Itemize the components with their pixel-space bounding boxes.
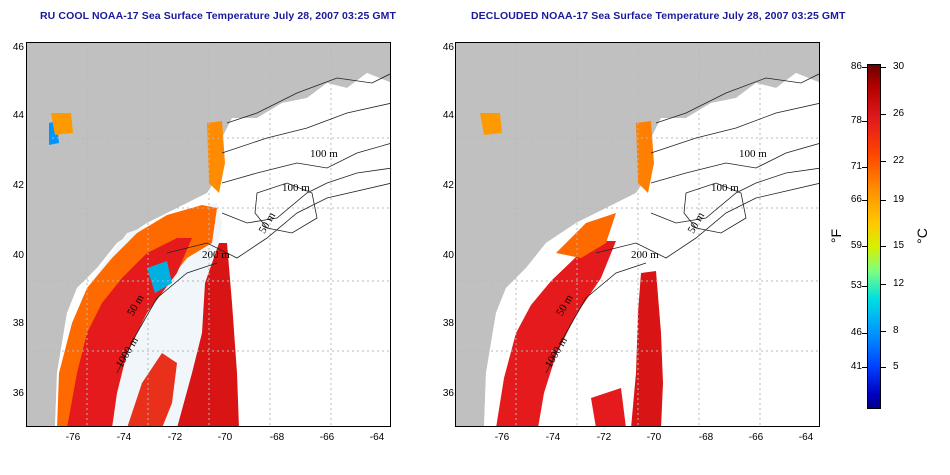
land-island	[716, 48, 796, 73]
lat-label-38-left: 38	[12, 318, 24, 329]
sst-offshore-hot	[127, 353, 177, 426]
lat-label-42-left: 42	[12, 180, 24, 191]
colorbar-unit-fahrenheit: °F	[828, 228, 845, 244]
lat-label-46-left: 46	[12, 42, 24, 53]
lat-label-40-left: 40	[12, 250, 24, 261]
sst-warm-spot	[51, 113, 73, 135]
colorbar-f-53: 53	[850, 280, 862, 291]
lon-label-72-right: -72	[596, 432, 612, 443]
lon-label-64-right: -64	[798, 432, 814, 443]
colorbar-c-19: 19	[893, 194, 905, 205]
colorbar-c-15: 15	[893, 240, 905, 251]
colorbar-f-46: 46	[850, 327, 862, 338]
lon-label-76-right: -76	[494, 432, 510, 443]
contour-label-100m-a: 100 m	[739, 148, 767, 160]
lat-label-36-right: 36	[442, 388, 454, 399]
colorbar-f-41: 41	[850, 361, 862, 372]
colorbar-f-71: 71	[850, 161, 862, 172]
colorbar-c-26: 26	[893, 108, 905, 119]
sst-map-raw: 100 m 100 m 50 m 200 m 50 m 1000 m	[26, 42, 391, 427]
graticule	[27, 43, 390, 426]
lon-label-64-left: -64	[369, 432, 385, 443]
sst-coastal-hot	[496, 241, 616, 426]
contour-label-200m: 200 m	[202, 249, 230, 261]
contour-label-100m-b: 100 m	[282, 182, 310, 194]
sst-coastal-warm	[556, 213, 616, 258]
colorbar-c-8: 8	[893, 325, 899, 336]
sst-coastal-north	[636, 121, 654, 193]
colorbar-unit-celsius: °C	[913, 228, 930, 244]
land-mass	[456, 43, 819, 426]
lon-label-66-left: -66	[319, 432, 335, 443]
lat-label-46-right: 46	[442, 42, 454, 53]
colorbar-f-66: 66	[850, 194, 862, 205]
map-title-left: RU COOL NOAA-17 Sea Surface Temperature …	[40, 10, 397, 22]
lon-label-74-right: -74	[545, 432, 561, 443]
sst-map-declouded-svg: 100 m 100 m 50 m 200 m 50 m 1000 m	[456, 43, 819, 426]
sst-offshore-hot	[591, 388, 626, 426]
temperature-colorbar	[867, 64, 881, 409]
bathymetry-contours	[116, 73, 390, 374]
lat-label-40-right: 40	[442, 250, 454, 261]
sst-warm-spot	[480, 113, 502, 135]
lat-label-44-right: 44	[442, 110, 454, 121]
lon-label-68-right: -68	[698, 432, 714, 443]
lon-label-70-right: -70	[646, 432, 662, 443]
lon-label-74-left: -74	[116, 432, 132, 443]
bathymetry-contours	[545, 73, 819, 374]
sst-gulfstream	[631, 271, 663, 426]
lat-label-44-left: 44	[12, 110, 24, 121]
lon-label-68-left: -68	[269, 432, 285, 443]
contour-label-100m-b: 100 m	[711, 182, 739, 194]
colorbar-c-22: 22	[893, 155, 905, 166]
sst-coastal-north	[207, 121, 225, 193]
land-mass	[27, 43, 390, 426]
land-island	[287, 48, 367, 73]
graticule	[456, 43, 819, 426]
colorbar-f-78: 78	[850, 115, 862, 126]
colorbar-c-12: 12	[893, 278, 905, 289]
lat-label-36-left: 36	[12, 388, 24, 399]
lon-label-76-left: -76	[65, 432, 81, 443]
colorbar-c-5: 5	[893, 361, 899, 372]
contour-label-200m: 200 m	[631, 249, 659, 261]
colorbar-f-59: 59	[850, 240, 862, 251]
lat-label-38-right: 38	[442, 318, 454, 329]
sst-cool-patch	[147, 261, 172, 293]
map-title-right: DECLOUDED NOAA-17 Sea Surface Temperatur…	[471, 10, 846, 22]
lat-label-42-right: 42	[442, 180, 454, 191]
contour-label-100m-a: 100 m	[310, 148, 338, 160]
lon-label-72-left: -72	[167, 432, 183, 443]
colorbar-c-30: 30	[893, 61, 905, 72]
ocean-area	[484, 73, 819, 426]
lon-label-66-right: -66	[748, 432, 764, 443]
lon-label-70-left: -70	[217, 432, 233, 443]
colorbar-f-86: 86	[850, 61, 862, 72]
sst-gulfstream	[177, 243, 239, 426]
sst-map-raw-svg: 100 m 100 m 50 m 200 m 50 m 1000 m	[27, 43, 390, 426]
sst-map-declouded: 100 m 100 m 50 m 200 m 50 m 1000 m	[455, 42, 820, 427]
